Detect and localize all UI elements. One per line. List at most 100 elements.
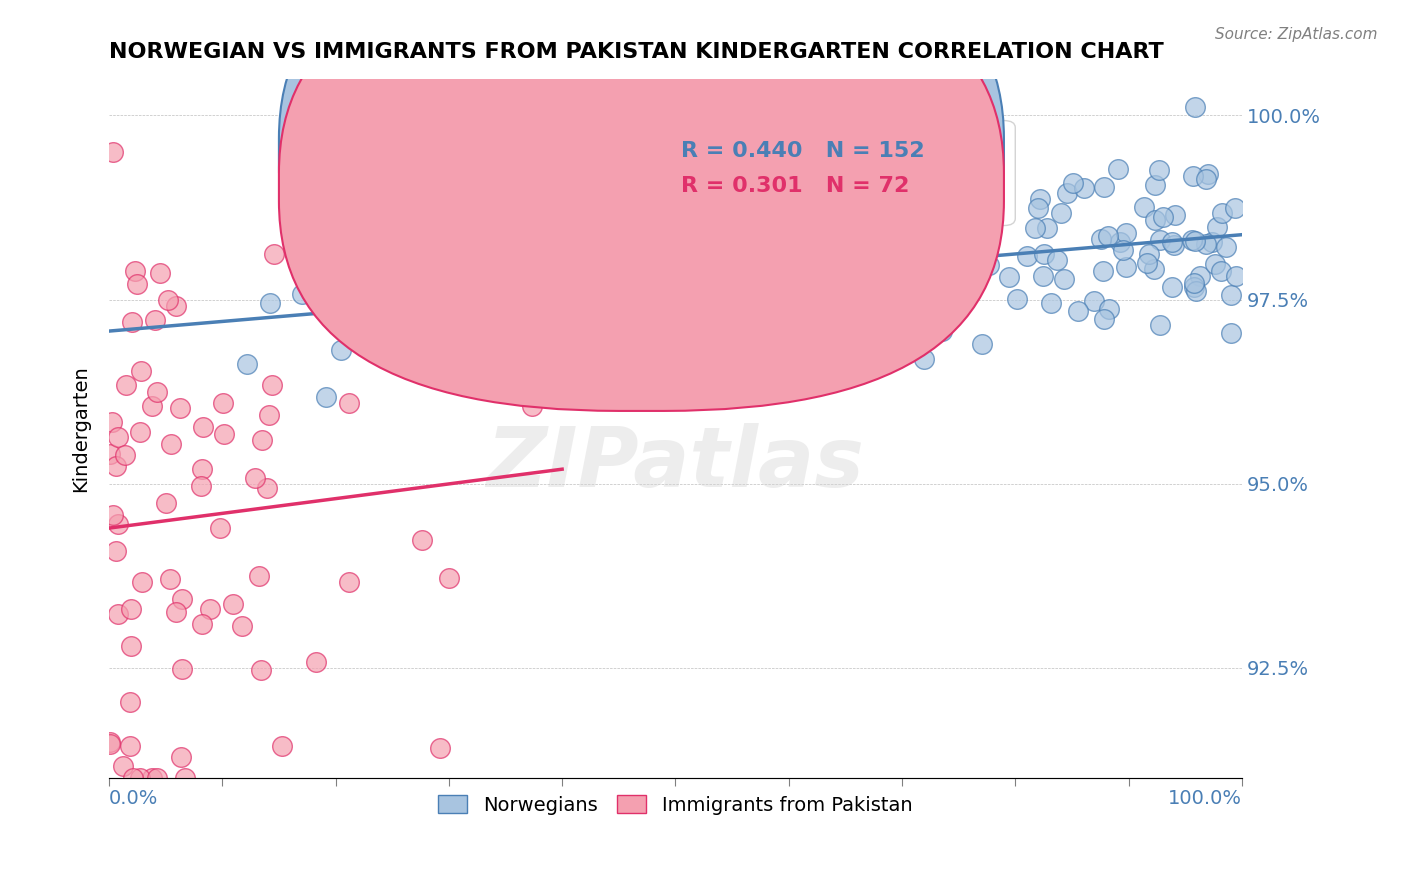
Immigrants from Pakistan (120, 601, 142, 615)
Norwegians (845, 299, 868, 313)
Norwegians (772, 327, 794, 342)
Immigrants from Pakistan (107, 607, 129, 622)
Immigrants from Pakistan (105, 544, 128, 558)
Norwegians (972, 237, 994, 252)
Immigrants from Pakistan (114, 377, 136, 392)
Norwegians (1115, 226, 1137, 240)
Norwegians (910, 293, 932, 308)
Immigrants from Pakistan (169, 401, 191, 415)
Norwegians (1083, 293, 1105, 308)
Norwegians (815, 275, 838, 289)
Norwegians (1032, 269, 1054, 284)
Norwegians (891, 248, 914, 262)
Norwegians (967, 193, 990, 207)
FancyBboxPatch shape (278, 0, 1004, 411)
Immigrants from Pakistan (165, 605, 187, 619)
Norwegians (1062, 176, 1084, 190)
Norwegians (738, 317, 761, 331)
Norwegians (690, 250, 713, 264)
Norwegians (543, 347, 565, 361)
Immigrants from Pakistan (172, 662, 194, 676)
Norwegians (685, 237, 707, 252)
Norwegians (905, 228, 928, 243)
Immigrants from Pakistan (149, 267, 172, 281)
Immigrants from Pakistan (337, 575, 360, 590)
Text: NORWEGIAN VS IMMIGRANTS FROM PAKISTAN KINDERGARTEN CORRELATION CHART: NORWEGIAN VS IMMIGRANTS FROM PAKISTAN KI… (110, 42, 1164, 62)
Immigrants from Pakistan (114, 448, 136, 462)
Norwegians (1091, 263, 1114, 277)
Norwegians (825, 321, 848, 335)
Text: ZIPatlas: ZIPatlas (486, 423, 865, 504)
Text: 100.0%: 100.0% (1168, 789, 1241, 808)
Immigrants from Pakistan (257, 408, 280, 422)
Norwegians (557, 270, 579, 285)
Norwegians (766, 296, 789, 310)
Norwegians (977, 258, 1000, 272)
Norwegians (811, 289, 834, 303)
Norwegians (647, 242, 669, 256)
Immigrants from Pakistan (231, 619, 253, 633)
Immigrants from Pakistan (322, 257, 344, 271)
Norwegians (858, 258, 880, 272)
Immigrants from Pakistan (107, 429, 129, 443)
Norwegians (536, 238, 558, 252)
Immigrants from Pakistan (170, 750, 193, 764)
Norwegians (703, 310, 725, 325)
Immigrants from Pakistan (252, 433, 274, 447)
Text: R = 0.301   N = 72: R = 0.301 N = 72 (681, 176, 910, 195)
Norwegians (1182, 276, 1205, 290)
Norwegians (869, 180, 891, 194)
Immigrants from Pakistan (159, 436, 181, 450)
Immigrants from Pakistan (129, 364, 152, 378)
Norwegians (1149, 318, 1171, 332)
Immigrants from Pakistan (262, 378, 284, 392)
Norwegians (1107, 162, 1129, 177)
Norwegians (706, 294, 728, 309)
Immigrants from Pakistan (159, 572, 181, 586)
Norwegians (259, 296, 281, 310)
Norwegians (1223, 201, 1246, 215)
Norwegians (713, 301, 735, 316)
Norwegians (710, 177, 733, 191)
Immigrants from Pakistan (173, 771, 195, 785)
Immigrants from Pakistan (429, 741, 451, 756)
Norwegians (1160, 235, 1182, 249)
Immigrants from Pakistan (141, 771, 163, 785)
Norwegians (1220, 326, 1243, 340)
Norwegians (783, 262, 806, 277)
Norwegians (1049, 206, 1071, 220)
Norwegians (236, 357, 259, 371)
Immigrants from Pakistan (118, 695, 141, 709)
Immigrants from Pakistan (250, 663, 273, 677)
Immigrants from Pakistan (337, 396, 360, 410)
Immigrants from Pakistan (101, 508, 124, 522)
Norwegians (1032, 246, 1054, 260)
Immigrants from Pakistan (112, 759, 135, 773)
Norwegians (821, 205, 844, 219)
Norwegians (966, 244, 988, 259)
Immigrants from Pakistan (98, 447, 121, 461)
Norwegians (619, 292, 641, 306)
Norwegians (717, 272, 740, 286)
Norwegians (879, 291, 901, 305)
Norwegians (1143, 178, 1166, 193)
Norwegians (1029, 192, 1052, 206)
Norwegians (912, 351, 935, 366)
Norwegians (918, 198, 941, 212)
Norwegians (780, 297, 803, 311)
Norwegians (793, 293, 815, 307)
Norwegians (891, 312, 914, 326)
Norwegians (510, 300, 533, 314)
Norwegians (862, 326, 884, 341)
Immigrants from Pakistan (170, 591, 193, 606)
Y-axis label: Kindergarten: Kindergarten (72, 365, 90, 491)
Immigrants from Pakistan (385, 336, 408, 351)
Immigrants from Pakistan (191, 462, 214, 476)
Norwegians (1028, 201, 1050, 215)
Norwegians (1184, 100, 1206, 114)
Immigrants from Pakistan (437, 571, 460, 585)
Norwegians (291, 287, 314, 301)
Text: Source: ZipAtlas.com: Source: ZipAtlas.com (1215, 27, 1378, 42)
Norwegians (896, 289, 918, 303)
Norwegians (581, 310, 603, 324)
